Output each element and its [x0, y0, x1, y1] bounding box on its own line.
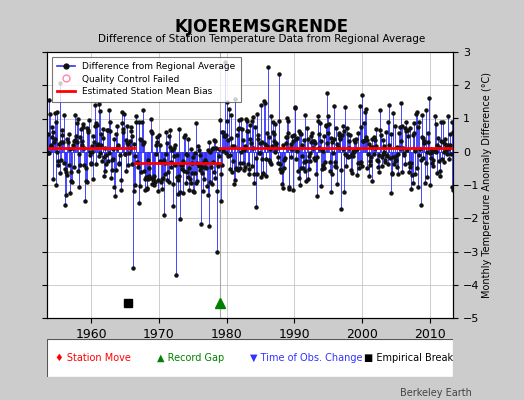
Text: ▲ Record Gap: ▲ Record Gap — [157, 353, 224, 363]
Legend: Difference from Regional Average, Quality Control Failed, Estimated Station Mean: Difference from Regional Average, Qualit… — [52, 56, 241, 102]
Text: ▼ Time of Obs. Change: ▼ Time of Obs. Change — [250, 353, 363, 363]
Text: Berkeley Earth: Berkeley Earth — [400, 388, 472, 398]
FancyBboxPatch shape — [47, 339, 453, 377]
Text: ♦ Station Move: ♦ Station Move — [55, 353, 131, 363]
Text: KJOEREMSGRENDE: KJOEREMSGRENDE — [175, 18, 349, 36]
Y-axis label: Monthly Temperature Anomaly Difference (°C): Monthly Temperature Anomaly Difference (… — [482, 72, 492, 298]
Text: ■ Empirical Break: ■ Empirical Break — [364, 353, 453, 363]
Text: Difference of Station Temperature Data from Regional Average: Difference of Station Temperature Data f… — [99, 34, 425, 44]
